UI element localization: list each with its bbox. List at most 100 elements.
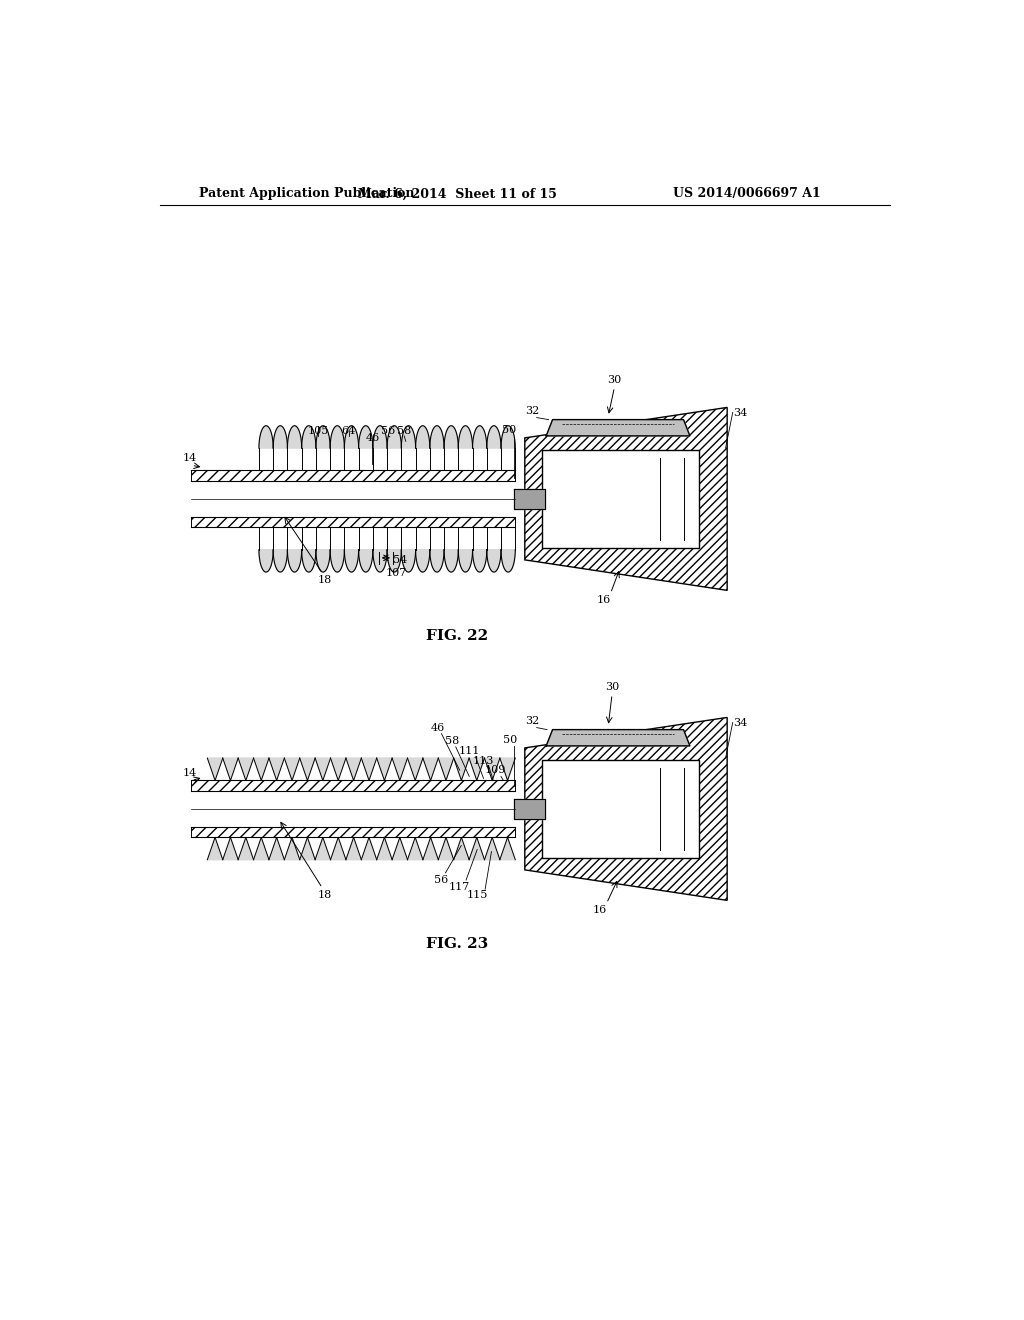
Polygon shape — [207, 758, 223, 780]
Polygon shape — [358, 426, 373, 447]
Polygon shape — [346, 837, 361, 859]
Polygon shape — [408, 758, 423, 780]
Text: Mar. 6, 2014  Sheet 11 of 15: Mar. 6, 2014 Sheet 11 of 15 — [358, 187, 557, 201]
Text: 50: 50 — [502, 425, 516, 434]
Polygon shape — [454, 758, 469, 780]
Polygon shape — [259, 528, 515, 549]
Polygon shape — [361, 758, 377, 780]
Polygon shape — [259, 426, 273, 447]
Polygon shape — [484, 758, 500, 780]
Text: US 2014/0066697 A1: US 2014/0066697 A1 — [673, 187, 821, 201]
Polygon shape — [484, 837, 500, 859]
Polygon shape — [191, 780, 515, 791]
Polygon shape — [373, 549, 387, 572]
Polygon shape — [472, 426, 486, 447]
Polygon shape — [344, 549, 358, 572]
Polygon shape — [459, 426, 472, 447]
Text: 32: 32 — [525, 405, 540, 416]
Text: 115: 115 — [467, 890, 487, 900]
Polygon shape — [444, 549, 459, 572]
Polygon shape — [501, 549, 515, 572]
Text: FIG. 23: FIG. 23 — [426, 937, 488, 952]
Polygon shape — [416, 426, 430, 447]
Text: 56: 56 — [434, 875, 449, 884]
Polygon shape — [392, 758, 408, 780]
Polygon shape — [273, 549, 288, 572]
Polygon shape — [344, 426, 358, 447]
Polygon shape — [543, 450, 699, 548]
Polygon shape — [288, 426, 302, 447]
Text: 50: 50 — [504, 735, 518, 744]
Polygon shape — [285, 837, 300, 859]
Polygon shape — [288, 549, 302, 572]
Polygon shape — [259, 447, 515, 470]
Polygon shape — [191, 517, 515, 528]
Polygon shape — [377, 758, 392, 780]
Polygon shape — [401, 426, 416, 447]
Polygon shape — [239, 758, 254, 780]
Polygon shape — [524, 718, 727, 900]
Polygon shape — [543, 760, 699, 858]
Polygon shape — [392, 837, 408, 859]
Text: 111: 111 — [459, 746, 480, 756]
Polygon shape — [330, 426, 344, 447]
Polygon shape — [401, 549, 416, 572]
Text: 58: 58 — [397, 426, 412, 436]
Polygon shape — [254, 758, 269, 780]
Polygon shape — [223, 758, 239, 780]
Polygon shape — [315, 837, 331, 859]
Polygon shape — [423, 837, 438, 859]
Polygon shape — [191, 470, 515, 480]
Polygon shape — [444, 426, 459, 447]
Polygon shape — [300, 758, 315, 780]
Polygon shape — [300, 837, 315, 859]
Text: 14: 14 — [182, 768, 197, 779]
Text: 109: 109 — [484, 766, 506, 775]
Polygon shape — [316, 549, 330, 572]
Polygon shape — [469, 758, 484, 780]
Text: 46: 46 — [430, 722, 444, 733]
Text: 18: 18 — [317, 890, 332, 900]
Polygon shape — [472, 549, 486, 572]
Text: 30: 30 — [605, 682, 620, 692]
Polygon shape — [207, 837, 223, 859]
Polygon shape — [546, 730, 690, 746]
Polygon shape — [346, 758, 361, 780]
Text: 34: 34 — [733, 408, 746, 417]
Text: 14: 14 — [182, 453, 197, 463]
Text: 117: 117 — [450, 882, 470, 892]
Polygon shape — [486, 549, 501, 572]
Polygon shape — [501, 426, 515, 447]
Polygon shape — [438, 837, 454, 859]
Polygon shape — [387, 549, 401, 572]
Text: 64: 64 — [341, 426, 355, 436]
Polygon shape — [316, 426, 330, 447]
Polygon shape — [459, 549, 472, 572]
Polygon shape — [430, 549, 444, 572]
Polygon shape — [438, 758, 454, 780]
Polygon shape — [524, 408, 727, 590]
Text: Patent Application Publication: Patent Application Publication — [200, 187, 415, 201]
Polygon shape — [373, 426, 387, 447]
Text: 56: 56 — [381, 426, 395, 436]
Text: 32: 32 — [525, 715, 540, 726]
Polygon shape — [361, 837, 377, 859]
Polygon shape — [358, 549, 373, 572]
Text: 34: 34 — [733, 718, 746, 727]
Polygon shape — [273, 426, 288, 447]
Text: 113: 113 — [473, 756, 495, 766]
Text: 16: 16 — [597, 595, 611, 606]
Polygon shape — [514, 799, 545, 818]
Text: 107: 107 — [386, 568, 407, 578]
Polygon shape — [377, 837, 392, 859]
Polygon shape — [302, 549, 316, 572]
Polygon shape — [239, 837, 254, 859]
Polygon shape — [259, 549, 273, 572]
Polygon shape — [254, 837, 269, 859]
Polygon shape — [469, 837, 484, 859]
Polygon shape — [514, 488, 545, 510]
Polygon shape — [302, 426, 316, 447]
Polygon shape — [269, 837, 285, 859]
Text: FIG. 22: FIG. 22 — [426, 630, 488, 643]
Text: 16: 16 — [593, 906, 607, 916]
